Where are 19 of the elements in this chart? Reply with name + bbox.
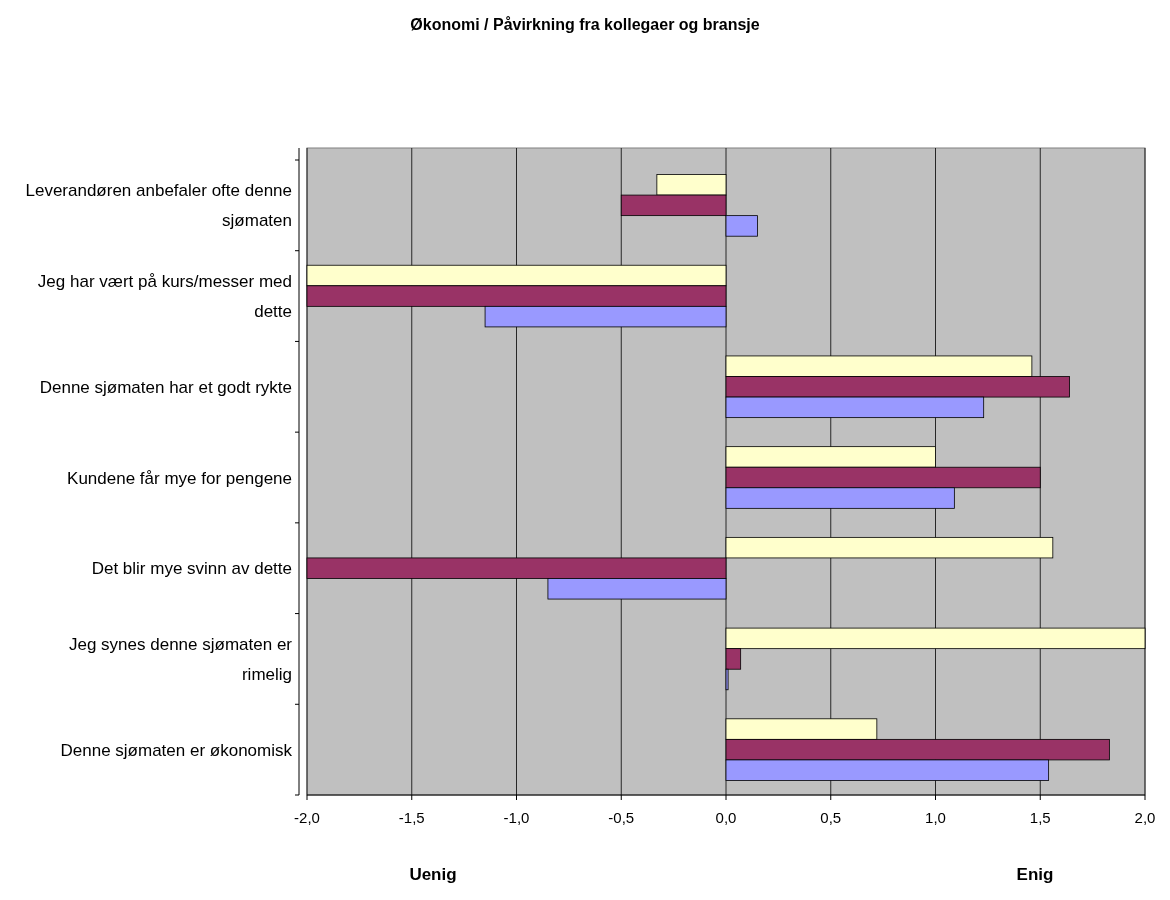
x-tick-label: 2,0 xyxy=(1134,809,1156,826)
chart-title: Økonomi / Påvirkning fra kollegaer og bransje xyxy=(410,16,760,33)
text: Enig xyxy=(1016,865,1054,884)
x-tick-label: -0,5 xyxy=(608,809,635,826)
y-tick-label: Leverandøren anbefaler ofte denne sjømaten xyxy=(25,181,292,231)
y-tick-label: Denne sjømaten har et godt rykte xyxy=(39,377,292,397)
x-tick-label: -2,0 xyxy=(294,809,320,826)
x-tick-label: -1,5 xyxy=(398,809,425,826)
y-tick-label: Jeg synes denne sjømaten er rimelig xyxy=(68,634,293,684)
y-tick-label: Denne sjømaten er økonomisk xyxy=(60,740,293,760)
x-tick-label: 1,0 xyxy=(925,809,946,826)
x-tick-label: 1,5 xyxy=(1029,809,1051,826)
x-tick-label: 0,5 xyxy=(820,809,842,826)
y-tick-label: Jeg har vært på kurs/messer med dette xyxy=(37,272,292,322)
x-tick-label: 0,0 xyxy=(715,809,737,826)
y-tick-label: Kundene får mye for pengene xyxy=(67,468,292,488)
x-tick-label: -1,0 xyxy=(503,809,530,826)
text: Uenig xyxy=(409,865,457,884)
y-tick-label: Det blir mye svinn av dette xyxy=(91,559,292,579)
